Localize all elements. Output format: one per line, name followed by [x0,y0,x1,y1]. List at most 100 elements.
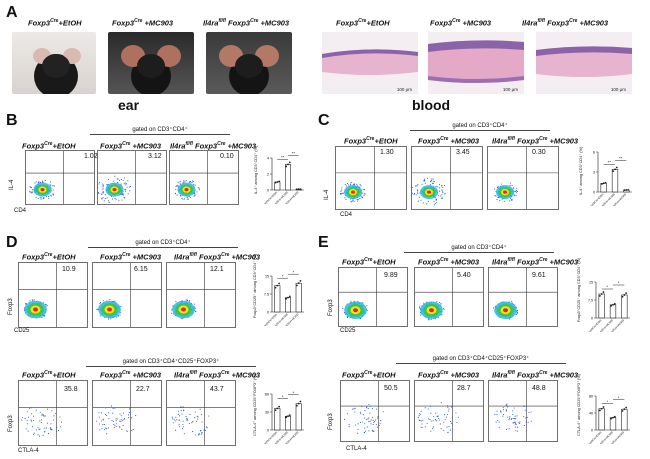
event-dot [369,405,371,407]
event-dot [439,419,441,421]
event-dot [26,411,28,413]
bar-ylabel: IL-4⁺ among CD3⁺CD4⁺ (%) [579,146,583,196]
x-axis-label: CTLA-4 [18,448,39,454]
event-dot [37,426,39,428]
group-title-d3: Il4rafl/fl Foxp3Cre +MC903 [174,252,261,262]
event-dot [102,183,104,185]
event-dot [116,316,118,318]
plot-frame [166,262,236,328]
event-dot [423,180,425,182]
group-title-a4: Foxp3Cre+EtOH [336,18,390,28]
event-dot [341,192,343,194]
bar-chart-c: 036Foxp3Cre+EtOHFoxp3Cre+MC903Il4rafl/fl… [588,150,632,206]
event-dot [116,418,118,420]
event-dot [206,426,208,428]
event-dot [513,407,515,409]
bar [609,304,617,319]
event-dot [194,411,196,413]
event-dot [122,425,124,427]
event-dot [31,413,33,415]
event-dot [29,186,31,188]
data-point [612,303,614,306]
plot-frame [97,150,167,205]
event-dot [96,420,98,422]
event-dot [367,418,369,420]
event-dot [510,197,512,199]
event-dot [514,415,516,417]
event-dot [421,183,423,185]
event-dot [417,417,419,419]
event-dot [120,306,122,308]
event-dot [177,413,180,415]
event-dot [354,407,356,409]
event-dot [517,426,519,428]
event-dot [120,178,122,181]
data-point [274,286,277,289]
event-dot [357,300,359,302]
event-dot [449,429,452,431]
event-dot [342,192,344,194]
event-dot [430,420,432,422]
significance-label: * [618,280,620,285]
flow-plot [488,267,558,327]
event-dot [113,423,115,426]
bar-ylabel: IL-4⁺ among CD3⁺CD4⁺ (%) [254,145,258,195]
plot-frame [340,380,410,442]
event-dot [120,415,122,417]
event-dot [51,410,53,412]
bar [611,169,619,193]
event-dot [526,416,528,418]
event-dot [181,197,183,199]
event-dot [98,416,100,418]
event-dot [348,184,350,186]
event-dot [198,189,200,191]
event-dot [118,426,121,428]
panel-letter-c: C [318,112,330,129]
event-dot [102,184,104,186]
event-dot [48,197,50,199]
event-dot [129,186,131,188]
y-tick-label: 2 [267,172,269,176]
bar [285,297,291,313]
event-dot [438,417,440,420]
event-dot [514,418,516,420]
quadrant-percent: 1.02 [84,153,98,160]
event-dot [446,414,448,416]
flow-plot [92,262,162,328]
event-dot [120,419,122,421]
event-dot [176,419,178,421]
event-dot [510,418,512,421]
group-title-a2: Foxp3Cre +MC903 [112,18,174,28]
event-dot [380,420,382,422]
bar [274,285,281,313]
event-dot [426,422,428,424]
event-dot [509,200,511,202]
event-dot [206,427,208,429]
event-dot [436,202,438,204]
event-dot [174,193,176,195]
quadrant-percent: 0.10 [220,153,234,160]
event-dot [340,190,342,192]
event-dot [47,408,49,410]
event-dot [38,435,41,437]
event-dot [39,420,41,422]
event-dot [424,178,426,180]
event-dot [198,433,200,435]
event-dot [365,418,367,420]
event-dot [355,424,357,426]
event-dot [418,415,420,417]
event-dot [424,426,426,428]
event-dot [414,192,416,195]
event-dot [52,185,54,187]
event-dot [44,314,46,316]
data-point [297,282,300,285]
data-point [610,417,613,420]
event-dot [31,426,34,428]
event-dot [378,425,380,427]
data-point [295,188,298,191]
event-dot [49,183,51,185]
event-dot [366,406,368,408]
event-dot [432,182,434,184]
y-axis-label: Foxp3 [8,298,14,315]
